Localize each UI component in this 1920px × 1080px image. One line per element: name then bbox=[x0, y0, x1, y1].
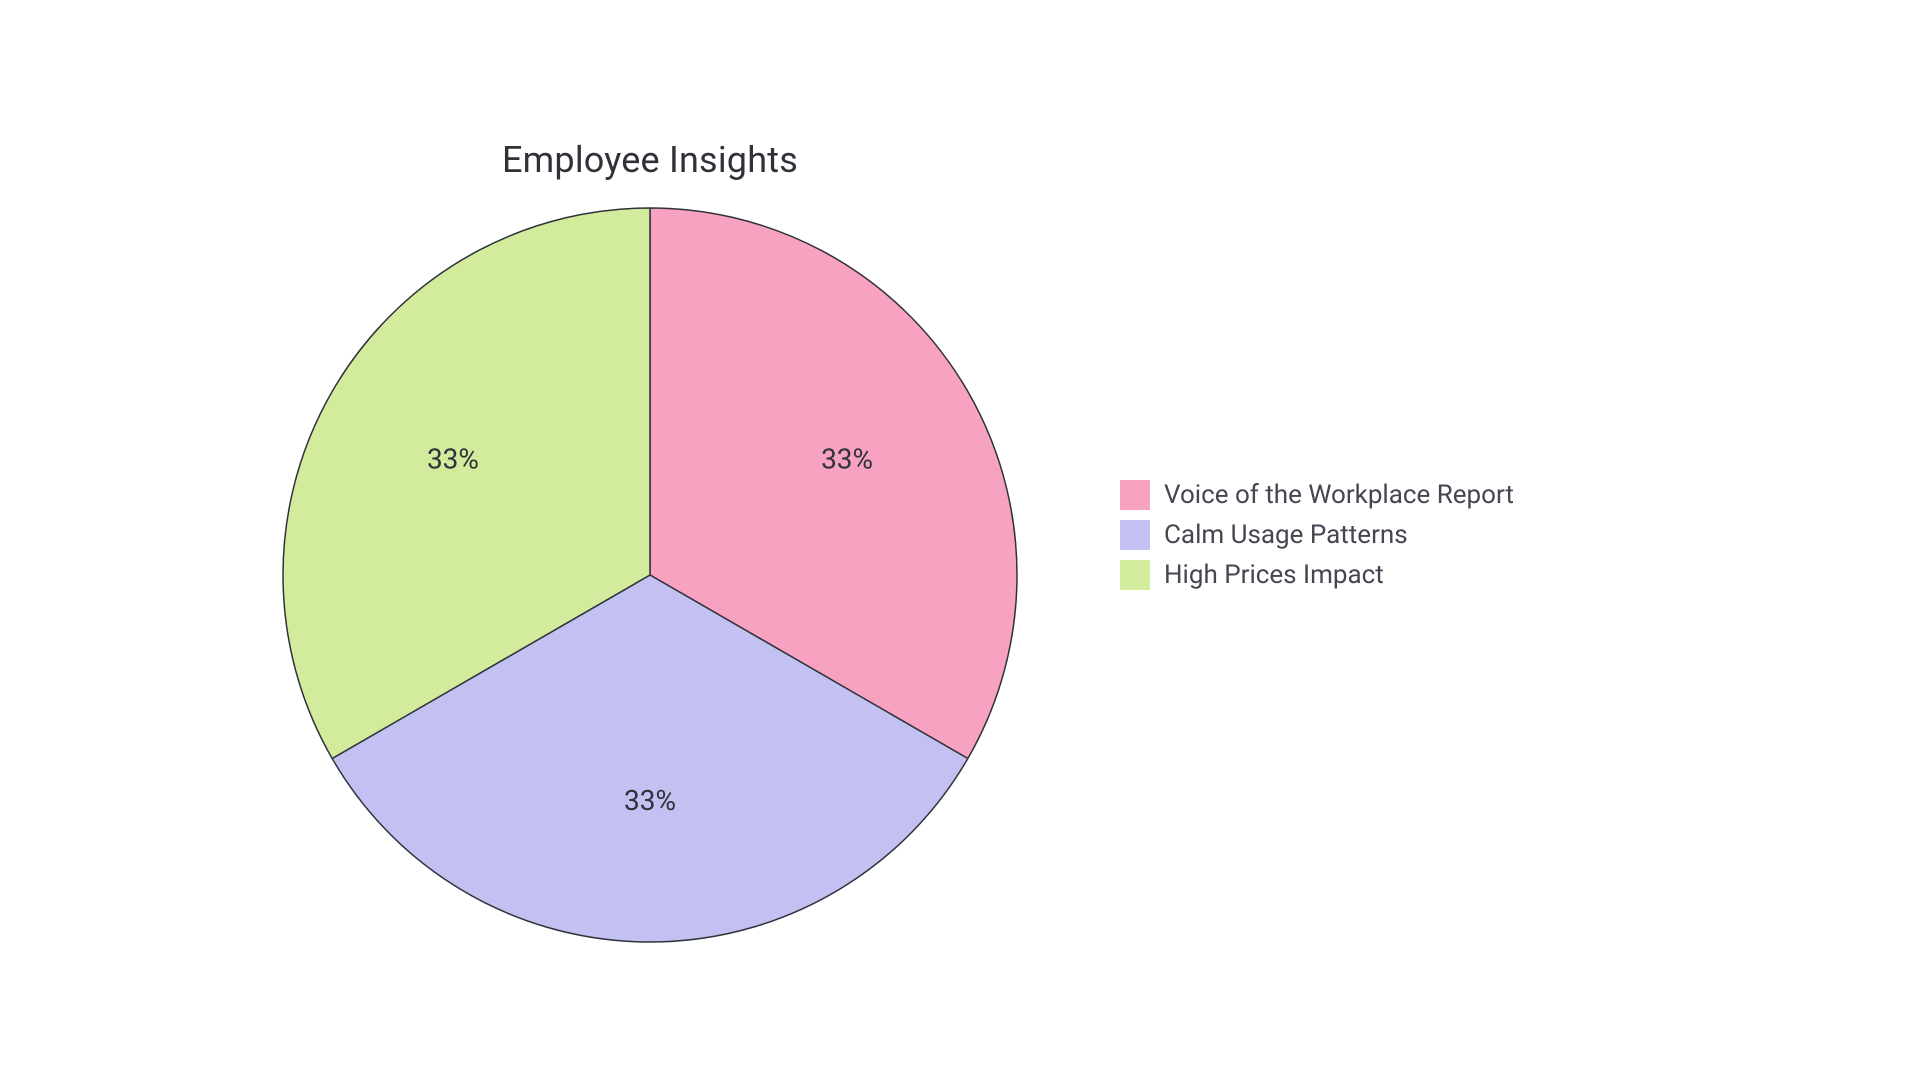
legend-item: Voice of the Workplace Report bbox=[1120, 480, 1514, 510]
legend-swatch bbox=[1120, 560, 1150, 590]
pie-slice-pct-label: 33% bbox=[427, 443, 479, 476]
legend-swatch bbox=[1120, 480, 1150, 510]
legend-label: Calm Usage Patterns bbox=[1164, 520, 1408, 550]
legend-label: Voice of the Workplace Report bbox=[1164, 480, 1514, 510]
legend-swatch bbox=[1120, 520, 1150, 550]
pie-slice-pct-label: 33% bbox=[821, 443, 873, 476]
pie-slice-pct-label: 33% bbox=[624, 784, 676, 817]
legend-item: High Prices Impact bbox=[1120, 560, 1514, 590]
legend-item: Calm Usage Patterns bbox=[1120, 520, 1514, 550]
legend: Voice of the Workplace Report Calm Usage … bbox=[1120, 480, 1514, 590]
legend-label: High Prices Impact bbox=[1164, 560, 1384, 590]
